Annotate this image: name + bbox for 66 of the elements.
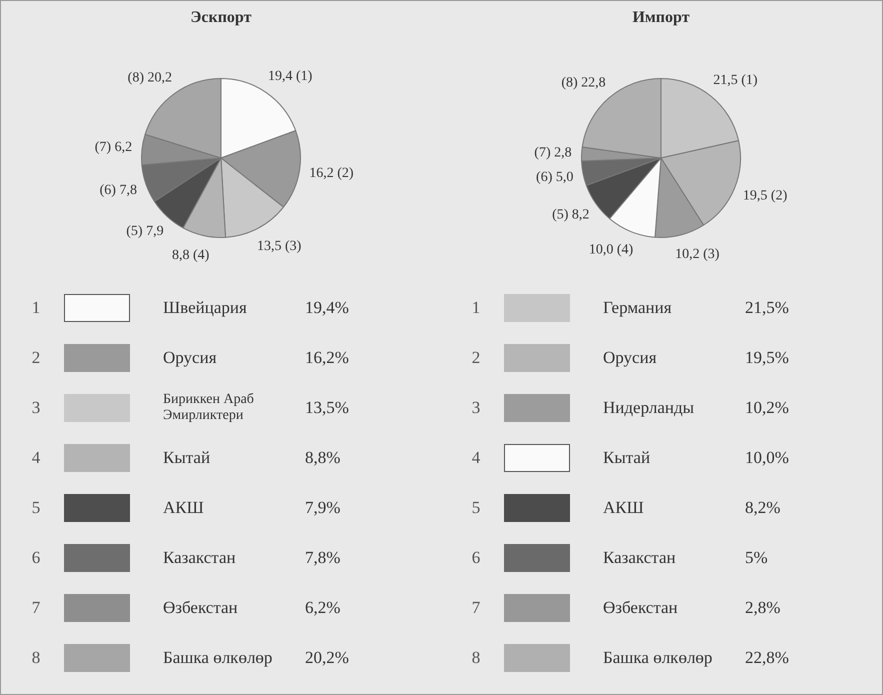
text: 21,5% — [744, 297, 790, 319]
text: 2 — [30, 347, 42, 369]
text: 16,2% — [304, 347, 350, 369]
data-label: 10,2 (3) — [675, 247, 720, 262]
data-label: (8) 20,2 — [128, 70, 172, 86]
text: 2,8% — [744, 597, 782, 619]
data-label: 21,5 (1) — [713, 73, 758, 88]
text: 5 — [30, 497, 42, 519]
text: 10,0% — [744, 447, 790, 469]
legend-label: Казакстан — [162, 547, 237, 569]
legend-label: Швейцария — [162, 297, 248, 319]
data-label: (5) 7,9 — [126, 224, 164, 239]
data-label: (7) 6,2 — [94, 140, 132, 156]
legend-label: АКШ — [602, 497, 645, 519]
legend-label: Нидерланды — [602, 397, 696, 419]
text: 22,8% — [744, 647, 790, 669]
data-label: 19,5 (2) — [742, 188, 788, 204]
legend-label: Башка өлкөлөр — [162, 647, 274, 669]
legend-label: Бириккен Араб Эмирликтери — [162, 391, 255, 425]
legend-label: Өзбекстан — [602, 597, 679, 619]
data-label: (6) 5,0 — [536, 170, 574, 185]
data-label: 13,5 (3) — [257, 238, 302, 254]
text: 6 — [30, 547, 42, 569]
legend-label: Башка өлкөлөр — [602, 647, 714, 669]
data-label: 16,2 (2) — [309, 166, 354, 182]
legend-label: Кытай — [602, 447, 652, 469]
legend-label: Өзбекстан — [162, 597, 239, 619]
data-label: (6) 7,8 — [100, 183, 137, 198]
data-label: 8,8 (4) — [172, 248, 210, 263]
text: 10,2% — [744, 397, 790, 419]
text: 19,4% — [304, 297, 350, 319]
data-label: 10,0 (4) — [588, 242, 634, 258]
chart-title: Импорт — [631, 8, 691, 28]
legend-label: Кытай — [162, 447, 212, 469]
text: 8,8% — [304, 447, 342, 469]
chart-title: Эскпорт — [190, 8, 252, 28]
text: 13,5% — [304, 397, 350, 419]
text: 7,8% — [304, 547, 342, 569]
legend-label: Германия — [602, 297, 673, 319]
text: 8,2% — [744, 497, 782, 519]
data-label: (8) 22,8 — [561, 76, 606, 91]
text: 8 — [30, 647, 42, 669]
text: 4 — [30, 447, 42, 469]
text: 6,2% — [304, 597, 342, 619]
text: 20,2% — [304, 647, 350, 669]
text: 1 — [30, 297, 42, 319]
text: 8 — [470, 647, 482, 669]
text: 5% — [744, 547, 769, 569]
text: 7,9% — [304, 497, 342, 519]
text: 19,5% — [744, 347, 790, 369]
data-label: 19,4 (1) — [268, 69, 313, 84]
text: 6 — [470, 547, 482, 569]
text: 3 — [30, 397, 42, 419]
text: 1 — [470, 297, 482, 319]
data-label: (5) 8,2 — [552, 208, 590, 223]
text: 7 — [30, 597, 42, 619]
legend-label: Орусия — [162, 347, 218, 369]
text: 4 — [470, 447, 482, 469]
text: 5 — [470, 497, 482, 519]
legend-label: Орусия — [602, 347, 658, 369]
text: 3 — [470, 397, 482, 419]
legend-label: АКШ — [162, 497, 205, 519]
legend-label: Казакстан — [602, 547, 677, 569]
text: 7 — [470, 597, 482, 619]
data-label: (7) 2,8 — [534, 146, 572, 161]
text: 2 — [470, 347, 482, 369]
